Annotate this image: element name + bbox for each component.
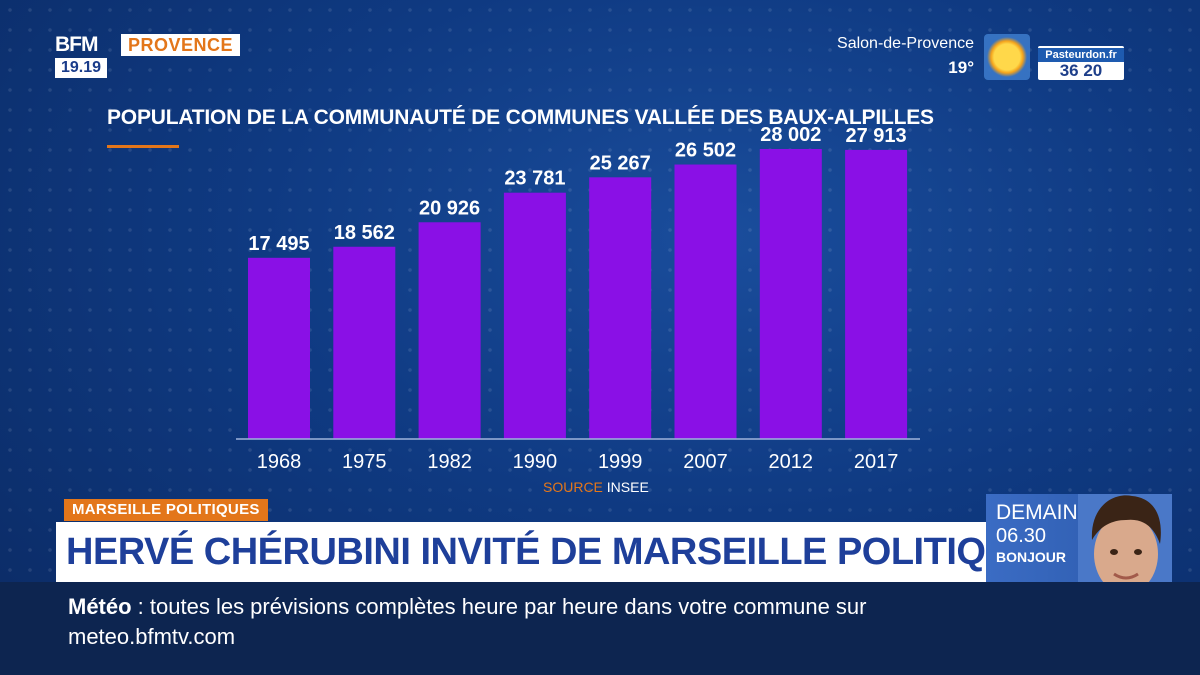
value-label-1982: 20 926: [419, 197, 480, 219]
chart-title: POPULATION DE LA COMMUNAUTÉ DE COMMUNES …: [107, 106, 934, 129]
bar-1982: [418, 222, 481, 439]
brand-logo: BFM: [55, 33, 99, 56]
tick-label-1975: 1975: [342, 451, 387, 473]
weather-temp: 19°: [948, 58, 974, 77]
value-label-1990: 23 781: [504, 168, 565, 190]
value-label-2007: 26 502: [675, 140, 736, 162]
clock: 19.19: [55, 58, 108, 78]
bar-2017: [845, 149, 908, 439]
tick-label-2012: 2012: [769, 451, 814, 473]
ticker-label: Météo: [68, 594, 132, 619]
tick-label-1968: 1968: [257, 451, 302, 473]
pasteurdon-badge: Pasteurdon.fr 36 20: [1038, 46, 1124, 80]
value-label-1999: 25 267: [590, 152, 651, 174]
value-label-2017: 27 913: [846, 125, 907, 147]
chart-source: SOURCE INSEE: [543, 479, 649, 495]
ticker-separator: :: [131, 594, 150, 619]
promo-time: 06.30: [996, 525, 1047, 547]
bar-1968: [248, 257, 310, 439]
ticker-text: Météo : toutes les prévisions complètes …: [68, 592, 968, 652]
source-label: SOURCE: [543, 479, 603, 495]
tick-label-1999: 1999: [598, 451, 643, 473]
region-label: PROVENCE: [121, 34, 241, 56]
tick-label-1982: 1982: [427, 451, 472, 473]
tick-label-1990: 1990: [513, 451, 558, 473]
presenter-portrait: [1078, 494, 1172, 582]
promo-day: DEMAIN: [996, 501, 1078, 524]
value-label-1968: 17 495: [248, 233, 309, 255]
title-underline: [107, 145, 179, 148]
headline-bar: [56, 522, 986, 582]
headline: HERVÉ CHÉRUBINI INVITÉ DE MARSEILLE POLI…: [66, 531, 1063, 573]
next-show-promo: DEMAIN 06.30 BONJOUR: [986, 494, 1172, 582]
value-label-1975: 18 562: [334, 222, 395, 244]
pasteurdon-site: Pasteurdon.fr: [1038, 48, 1124, 62]
value-label-2012: 28 002: [760, 124, 821, 146]
bar-1990: [503, 192, 566, 439]
sun-icon: [984, 34, 1030, 80]
tick-label-2007: 2007: [683, 451, 728, 473]
weather-city: Salon-de-Provence: [837, 35, 974, 52]
show-kicker: MARSEILLE POLITIQUES: [64, 499, 268, 521]
source-value: INSEE: [606, 479, 649, 495]
ticker-message: toutes les prévisions complètes heure pa…: [68, 594, 867, 649]
bar-2007: [674, 164, 737, 439]
news-ticker: [0, 582, 1200, 675]
bar-1975: [333, 246, 396, 439]
pasteurdon-number: 36 20: [1059, 61, 1103, 80]
bar-1999: [589, 177, 652, 439]
promo-show: BONJOUR: [996, 549, 1067, 565]
bar-2012: [759, 148, 822, 440]
tick-label-2017: 2017: [854, 451, 899, 473]
